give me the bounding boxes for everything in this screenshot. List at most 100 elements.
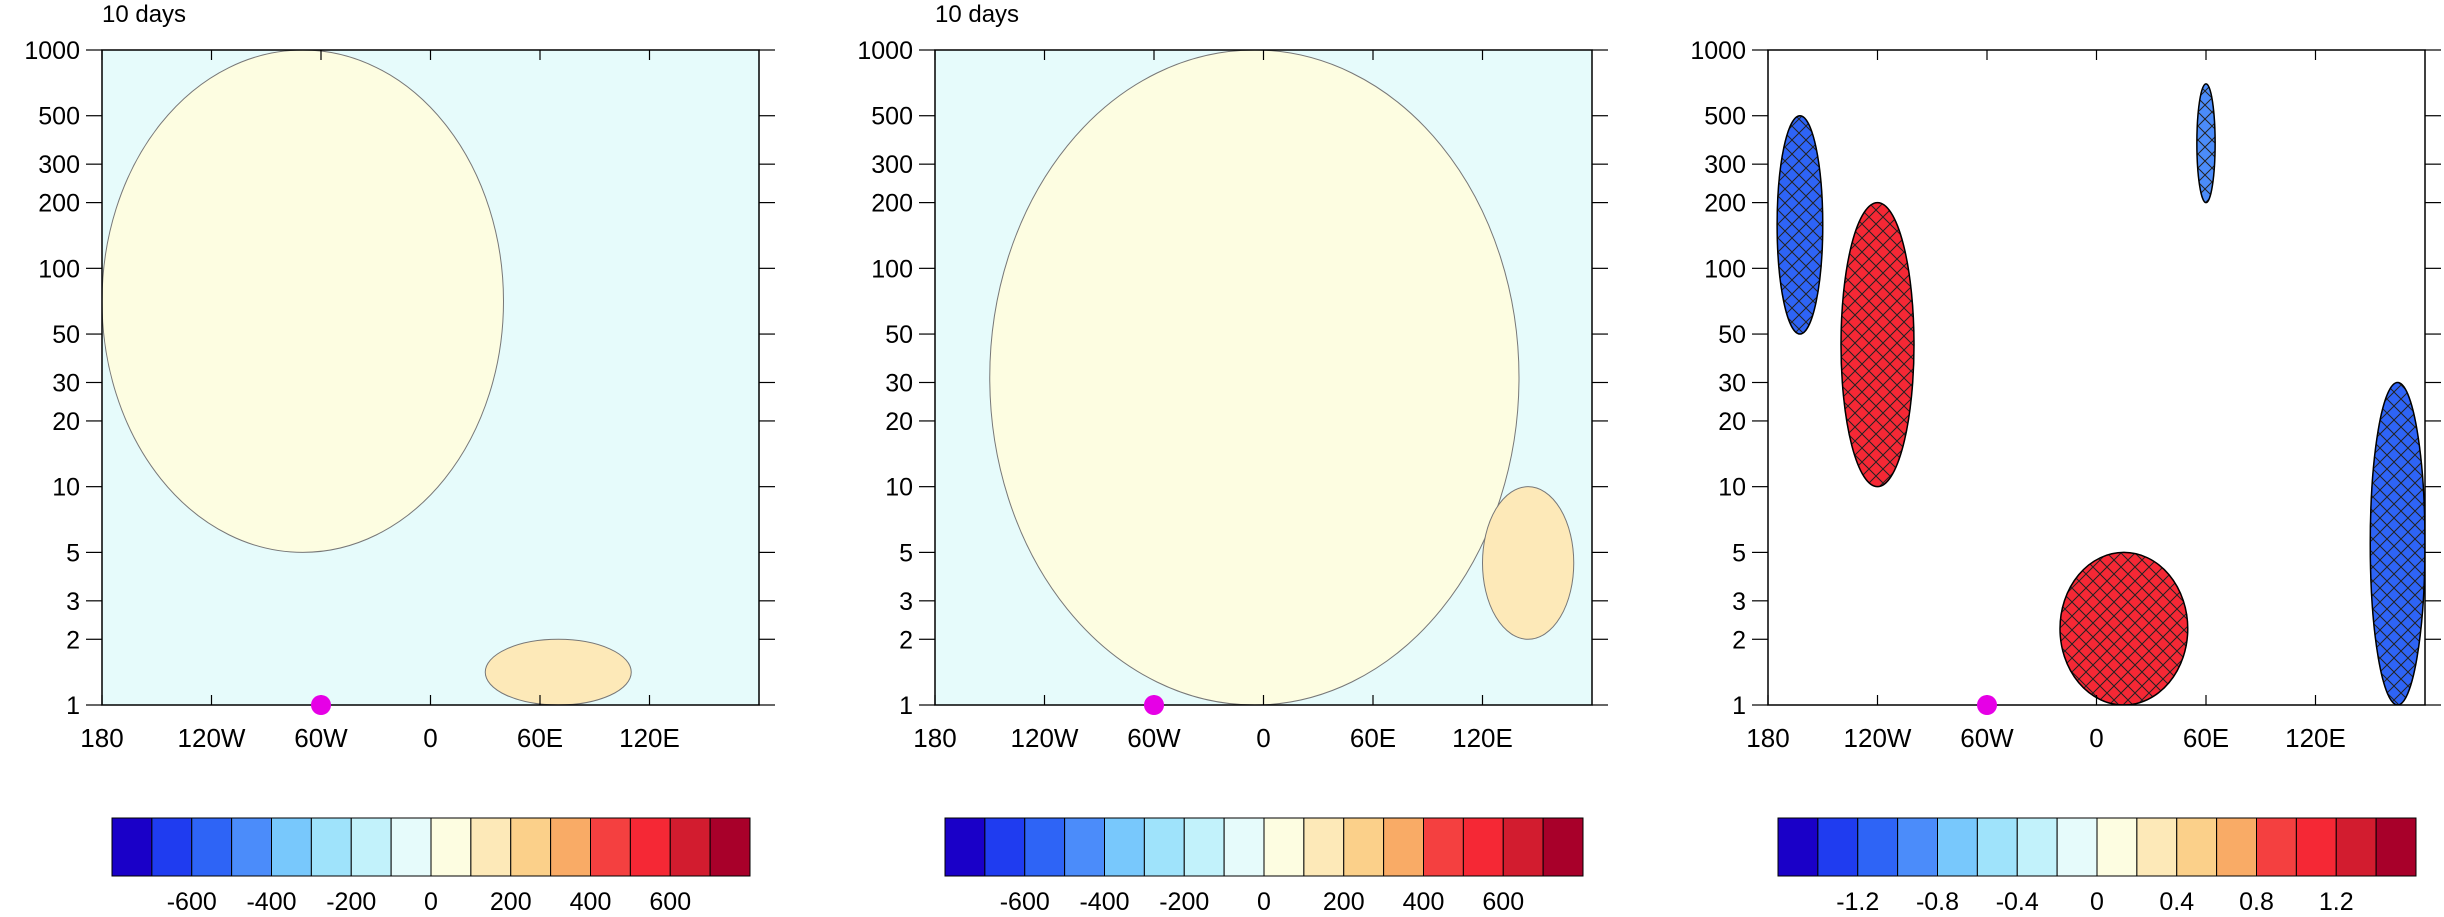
x-tick-label: 120E <box>619 723 680 753</box>
colorbar-label: -1.2 <box>1836 888 1879 916</box>
colorbar-swatch <box>1542 817 1584 877</box>
colorbar-label: -0.8 <box>1916 888 1959 916</box>
colorbar-swatch <box>1777 817 1819 877</box>
y-tick-label: 500 <box>38 103 80 131</box>
y-tick-label: 100 <box>871 255 913 283</box>
colorbar-swatch <box>2176 817 2218 877</box>
x-tick-label: 120W <box>1011 723 1079 753</box>
colorbar-swatch <box>2335 817 2377 877</box>
y-tick-label: 1 <box>66 692 80 720</box>
colorbar-swatch <box>2096 817 2138 877</box>
colorbar-swatch <box>2216 817 2257 877</box>
colorbar-label: 400 <box>570 888 612 916</box>
x-tick-label: 120W <box>178 723 246 753</box>
colorbar-label: 200 <box>1323 888 1365 916</box>
y-tick-label: 200 <box>1704 190 1746 218</box>
x-tick-label: 120W <box>1844 723 1912 753</box>
y-tick-label: 2 <box>899 626 913 654</box>
colorbar-swatch <box>2256 817 2297 877</box>
colorbar-swatch <box>2295 817 2337 877</box>
y-tick-label: 200 <box>38 190 80 218</box>
colorbar-swatch <box>2375 817 2417 877</box>
y-tick-label: 5 <box>1732 539 1746 567</box>
colorbar-swatch <box>390 817 432 877</box>
colorbar-label: -400 <box>1079 888 1129 916</box>
x-tick-label: 0 <box>1256 723 1270 753</box>
colorbar-swatch <box>1976 817 2018 877</box>
y-tick-label: 20 <box>1718 408 1746 436</box>
x-tick-label: 60W <box>1127 723 1181 753</box>
y-tick-label: 20 <box>52 408 80 436</box>
colorbar-swatch <box>709 817 751 877</box>
colorbar-swatch <box>510 817 552 877</box>
y-tick-label: 10 <box>885 474 913 502</box>
y-tick-label: 500 <box>1704 103 1746 131</box>
colorbar-swatch <box>1183 817 1225 877</box>
colorbar-label: 600 <box>1482 888 1524 916</box>
hatched-region <box>2196 83 2216 204</box>
y-tick-label: 20 <box>885 408 913 436</box>
colorbar-swatch <box>1423 817 1464 877</box>
colorbar-swatch <box>629 817 671 877</box>
location-marker <box>1977 695 1997 715</box>
chart-title: 10 days <box>102 1 186 28</box>
colorbar-label: 0 <box>424 888 438 916</box>
y-tick-label: 10 <box>52 474 80 502</box>
y-tick-label: 300 <box>38 151 80 179</box>
colorbar-swatch <box>1897 817 1938 877</box>
colorbar-swatch <box>350 817 392 877</box>
colorbar: -1.2 -0.8 -0.4 0 0.4 0.8 1.2 <box>1777 817 2417 916</box>
colorbar-swatch <box>550 817 591 877</box>
colorbar-swatch <box>310 817 352 877</box>
hatched-region <box>2369 381 2425 705</box>
field <box>1776 83 2425 705</box>
y-tick-label: 30 <box>885 369 913 397</box>
colorbar-swatch <box>231 817 272 877</box>
location-marker <box>311 695 331 715</box>
colorbar-swatch <box>1104 817 1145 877</box>
chart-panel-3: 180 120W 60W 0 60E 120E 1 2 3 5 10 20 30 50 100 200 300 5… <box>1690 37 2441 916</box>
y-tick-label: 1000 <box>1690 37 1746 65</box>
colorbar-swatch <box>430 817 472 877</box>
y-tick-label: 50 <box>1718 321 1746 349</box>
x-tick-label: 0 <box>423 723 437 753</box>
x-tick-label: 180 <box>80 723 123 753</box>
x-tick-label: 60E <box>517 723 563 753</box>
colorbar-swatch <box>1462 817 1504 877</box>
x-tick-label: 60E <box>1350 723 1396 753</box>
colorbar-swatch <box>191 817 233 877</box>
colorbar-swatch <box>1857 817 1899 877</box>
colorbar-label: 200 <box>490 888 532 916</box>
y-tick-label: 3 <box>1732 588 1746 616</box>
colorbar-label: -600 <box>1000 888 1050 916</box>
y-tick-label: 3 <box>899 588 913 616</box>
x-tick-label: 60W <box>1960 723 2014 753</box>
colorbar-swatch <box>2136 817 2178 877</box>
hatched-region <box>1776 114 1824 335</box>
y-tick-label: 300 <box>1704 151 1746 179</box>
y-tick-label: 300 <box>871 151 913 179</box>
colorbar-swatch <box>669 817 711 877</box>
x-tick-label: 60W <box>294 723 348 753</box>
colorbar-label: -600 <box>167 888 217 916</box>
field-region <box>989 50 1520 705</box>
colorbar-swatch <box>590 817 631 877</box>
colorbar-swatch <box>944 817 986 877</box>
y-tick-label: 50 <box>52 321 80 349</box>
colorbar-swatch <box>151 817 193 877</box>
colorbar-swatch <box>1143 817 1185 877</box>
y-tick-label: 3 <box>66 588 80 616</box>
hatched-region <box>1840 201 1915 488</box>
field-region <box>484 638 632 705</box>
colorbar-label: 0 <box>1257 888 1271 916</box>
colorbar-swatch <box>1937 817 1978 877</box>
x-tick-label: 180 <box>1746 723 1789 753</box>
colorbar-swatch <box>1303 817 1345 877</box>
y-tick-label: 5 <box>899 539 913 567</box>
y-tick-label: 2 <box>66 626 80 654</box>
field-region <box>102 50 504 553</box>
y-tick-label: 1 <box>899 692 913 720</box>
colorbar-label: 400 <box>1403 888 1445 916</box>
